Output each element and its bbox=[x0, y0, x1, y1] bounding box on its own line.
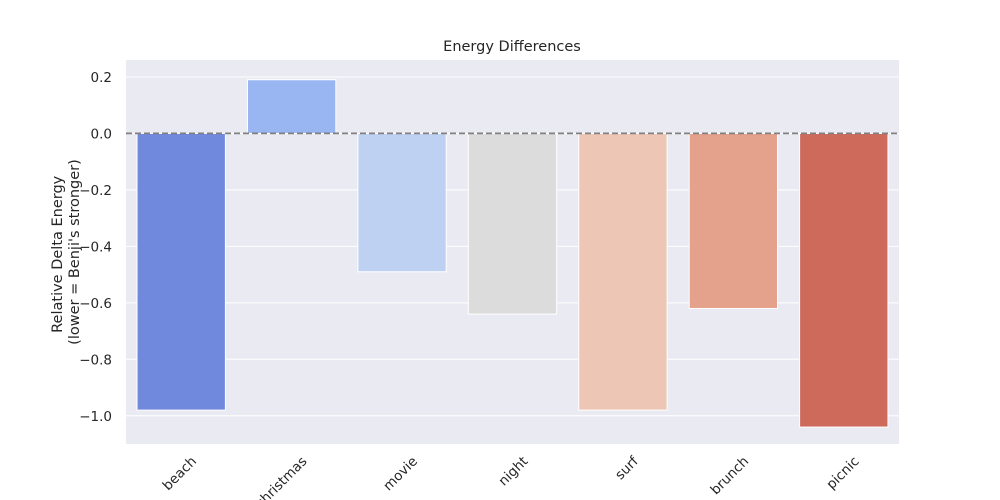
x-tick-label-brunch: brunch bbox=[707, 454, 752, 499]
bar-christmas bbox=[246, 79, 337, 134]
y-tick-label-5: −0.8 bbox=[79, 352, 112, 368]
x-tick-label-night: night bbox=[495, 454, 531, 490]
y-tick-labels: 0.2 0.0 −0.2 −0.4 −0.6 −0.8 −1.0 bbox=[79, 70, 112, 425]
x-tick-label-picnic: picnic bbox=[823, 454, 862, 493]
y-tick-label-1: 0.0 bbox=[91, 126, 112, 142]
bar-surf bbox=[578, 132, 668, 411]
y-tick-label-2: −0.2 bbox=[79, 183, 112, 199]
bar-beach bbox=[136, 132, 226, 411]
chart-title: Energy Differences bbox=[443, 39, 581, 55]
bar-picnic bbox=[799, 132, 889, 428]
y-axis-label-line-1: Relative Delta Energy bbox=[50, 175, 66, 333]
bar-night bbox=[467, 132, 558, 315]
y-axis-label: Relative Delta Energy (lower = Benji's s… bbox=[50, 159, 83, 345]
bar-brunch bbox=[688, 132, 779, 309]
bars bbox=[136, 79, 889, 428]
x-tick-labels: beach christmas movie night surf brunch picnic bbox=[160, 453, 863, 500]
x-tick-label-movie: movie bbox=[380, 454, 421, 495]
y-axis-label-line-2: (lower = Benji's stronger) bbox=[67, 159, 83, 345]
y-tick-label-3: −0.4 bbox=[79, 239, 112, 255]
x-tick-label-beach: beach bbox=[160, 454, 200, 494]
x-tick-label-surf: surf bbox=[612, 453, 643, 484]
bar-movie bbox=[357, 132, 447, 273]
y-tick-label-6: −1.0 bbox=[79, 409, 112, 425]
y-tick-label-4: −0.6 bbox=[79, 296, 112, 312]
x-tick-label-christmas: christmas bbox=[252, 454, 310, 500]
y-tick-label-0: 0.2 bbox=[91, 70, 112, 86]
